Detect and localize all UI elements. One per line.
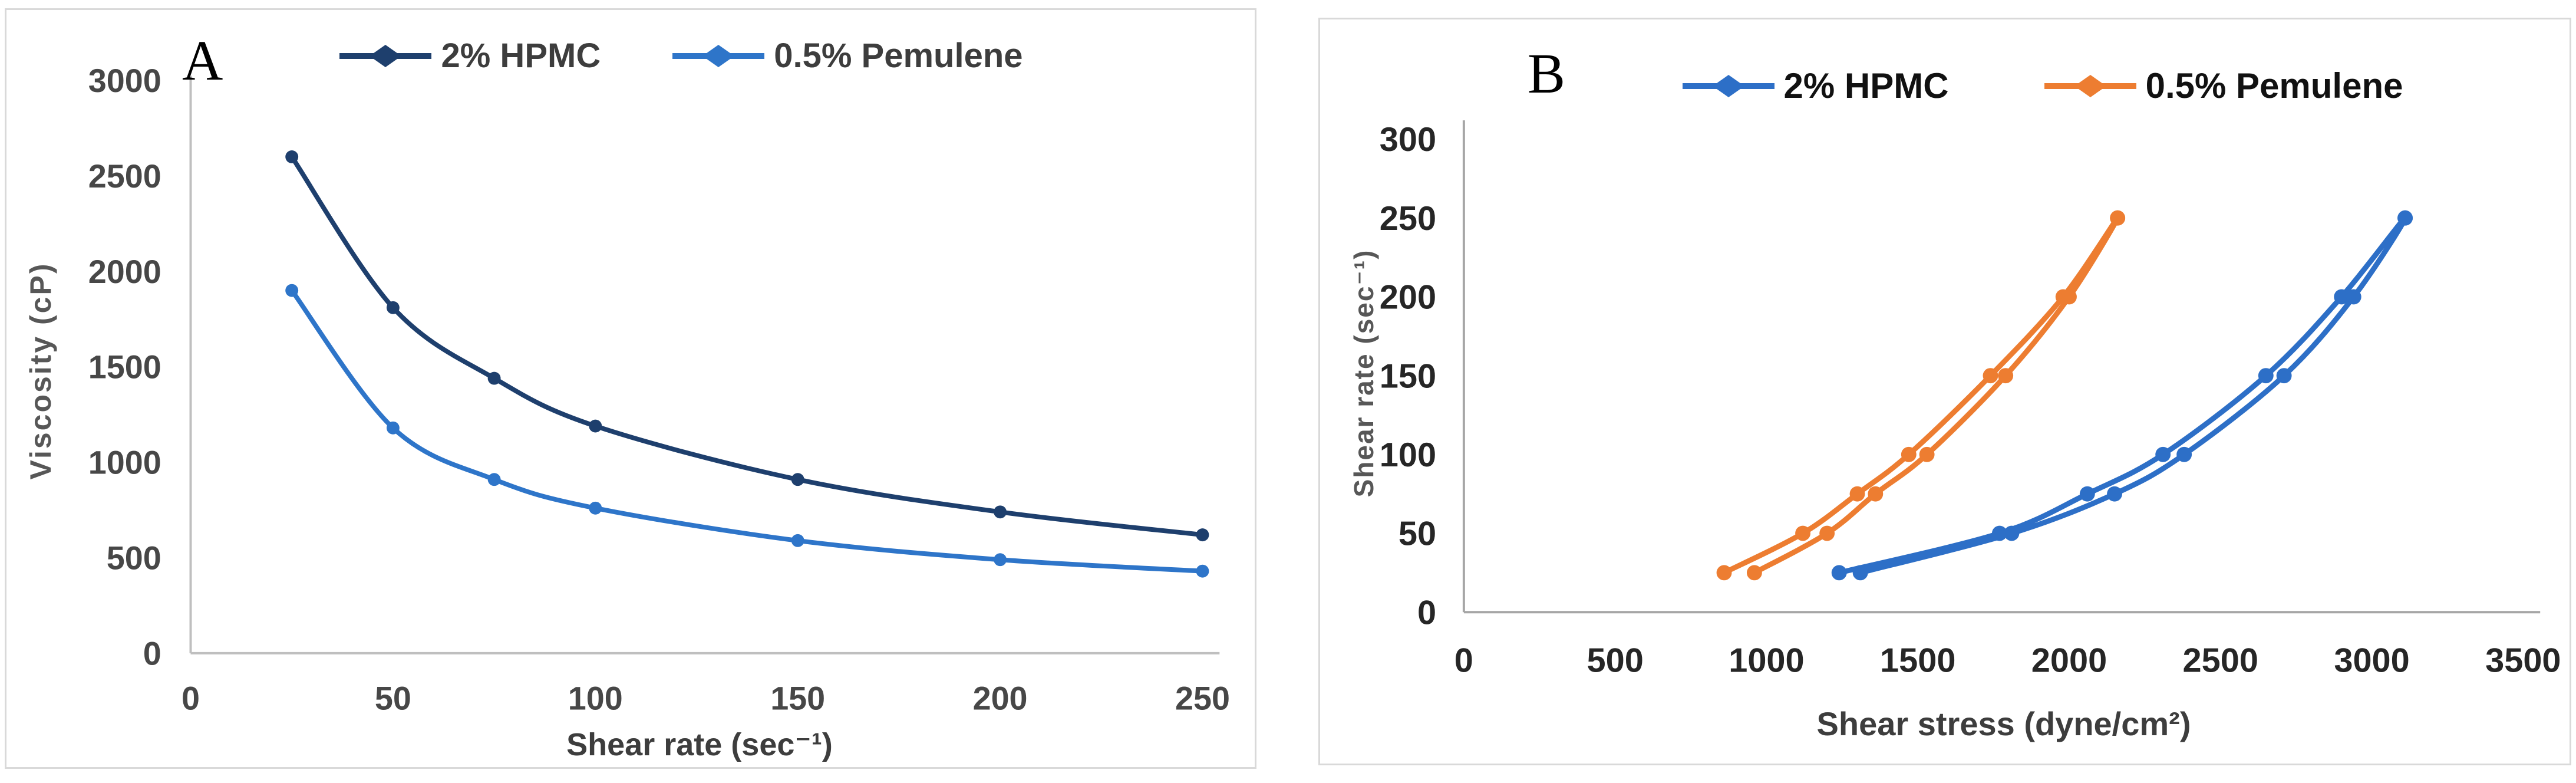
pemulene-line-marker-icon [672,44,765,67]
svg-text:1000: 1000 [1729,642,1804,680]
panel-label-a: A [182,29,223,92]
legend-label-hpmc-b: 2% HPMC [1783,66,1949,106]
legend-item-hpmc-b: 2% HPMC [1681,65,1949,106]
svg-text:1500: 1500 [1880,642,1955,680]
hpmc-line-marker-icon [1682,74,1774,97]
svg-text:200: 200 [973,680,1028,716]
chart-panel-b: B 2% HPMC 0.5% Pemulene Shear rate (sec⁻… [1318,18,2571,765]
svg-text:2500: 2500 [88,158,161,195]
legend-label-pemulene-a: 0.5% Pemulene [774,37,1023,75]
x-axis-title-b: Shear stress (dyne/cm²) [1816,705,2191,742]
svg-text:200: 200 [1380,279,1436,317]
svg-text:2500: 2500 [2183,642,2258,680]
svg-text:3500: 3500 [2485,642,2561,680]
svg-text:250: 250 [1175,680,1230,716]
svg-text:50: 50 [375,680,411,716]
legend-a: 2% HPMC 0.5% Pemulene [6,36,1255,75]
legend-label-pemulene-b: 0.5% Pemulene [2145,66,2403,106]
svg-text:500: 500 [107,540,161,577]
svg-text:0: 0 [1417,594,1436,631]
hpmc-line-marker-icon [339,44,432,67]
svg-text:100: 100 [1380,436,1436,474]
svg-text:2000: 2000 [2031,642,2107,680]
svg-text:50: 50 [1399,515,1436,553]
svg-text:150: 150 [770,680,825,716]
y-axis-title-a: Viscosity (cP) [24,262,57,480]
svg-text:300: 300 [1380,121,1436,159]
svg-text:1500: 1500 [88,349,161,386]
legend-item-pemulene-b: 0.5% Pemulene [2043,65,2403,106]
svg-text:3000: 3000 [88,62,161,99]
svg-text:3000: 3000 [2334,642,2409,680]
svg-text:1000: 1000 [88,445,161,481]
svg-text:0: 0 [182,680,200,716]
svg-text:500: 500 [1587,642,1644,680]
chart-panel-a: A 2% HPMC 0.5% Pemulene Viscosity (cP) S… [5,8,1256,769]
chart-a-plot-area: 0 500 1000 1500 2000 2500 3000 0 50 100 150 200 250 [88,62,1230,717]
svg-text:0: 0 [1454,642,1473,680]
svg-text:0: 0 [143,635,161,672]
legend-item-hpmc-a: 2% HPMC [338,36,601,75]
y-axis-title-b: Shear rate (sec⁻¹) [1348,249,1379,498]
pemulene-line-marker-icon [2044,74,2136,97]
legend-b: 2% HPMC 0.5% Pemulene [1320,65,2570,106]
legend-label-hpmc-a: 2% HPMC [441,37,601,75]
svg-text:2000: 2000 [88,254,161,290]
svg-text:250: 250 [1380,200,1436,238]
svg-text:100: 100 [568,680,623,716]
x-axis-title-a: Shear rate (sec⁻¹) [566,727,833,762]
svg-text:150: 150 [1380,357,1436,395]
panel-label-b: B [1528,42,1566,105]
legend-item-pemulene-a: 0.5% Pemulene [671,36,1023,75]
